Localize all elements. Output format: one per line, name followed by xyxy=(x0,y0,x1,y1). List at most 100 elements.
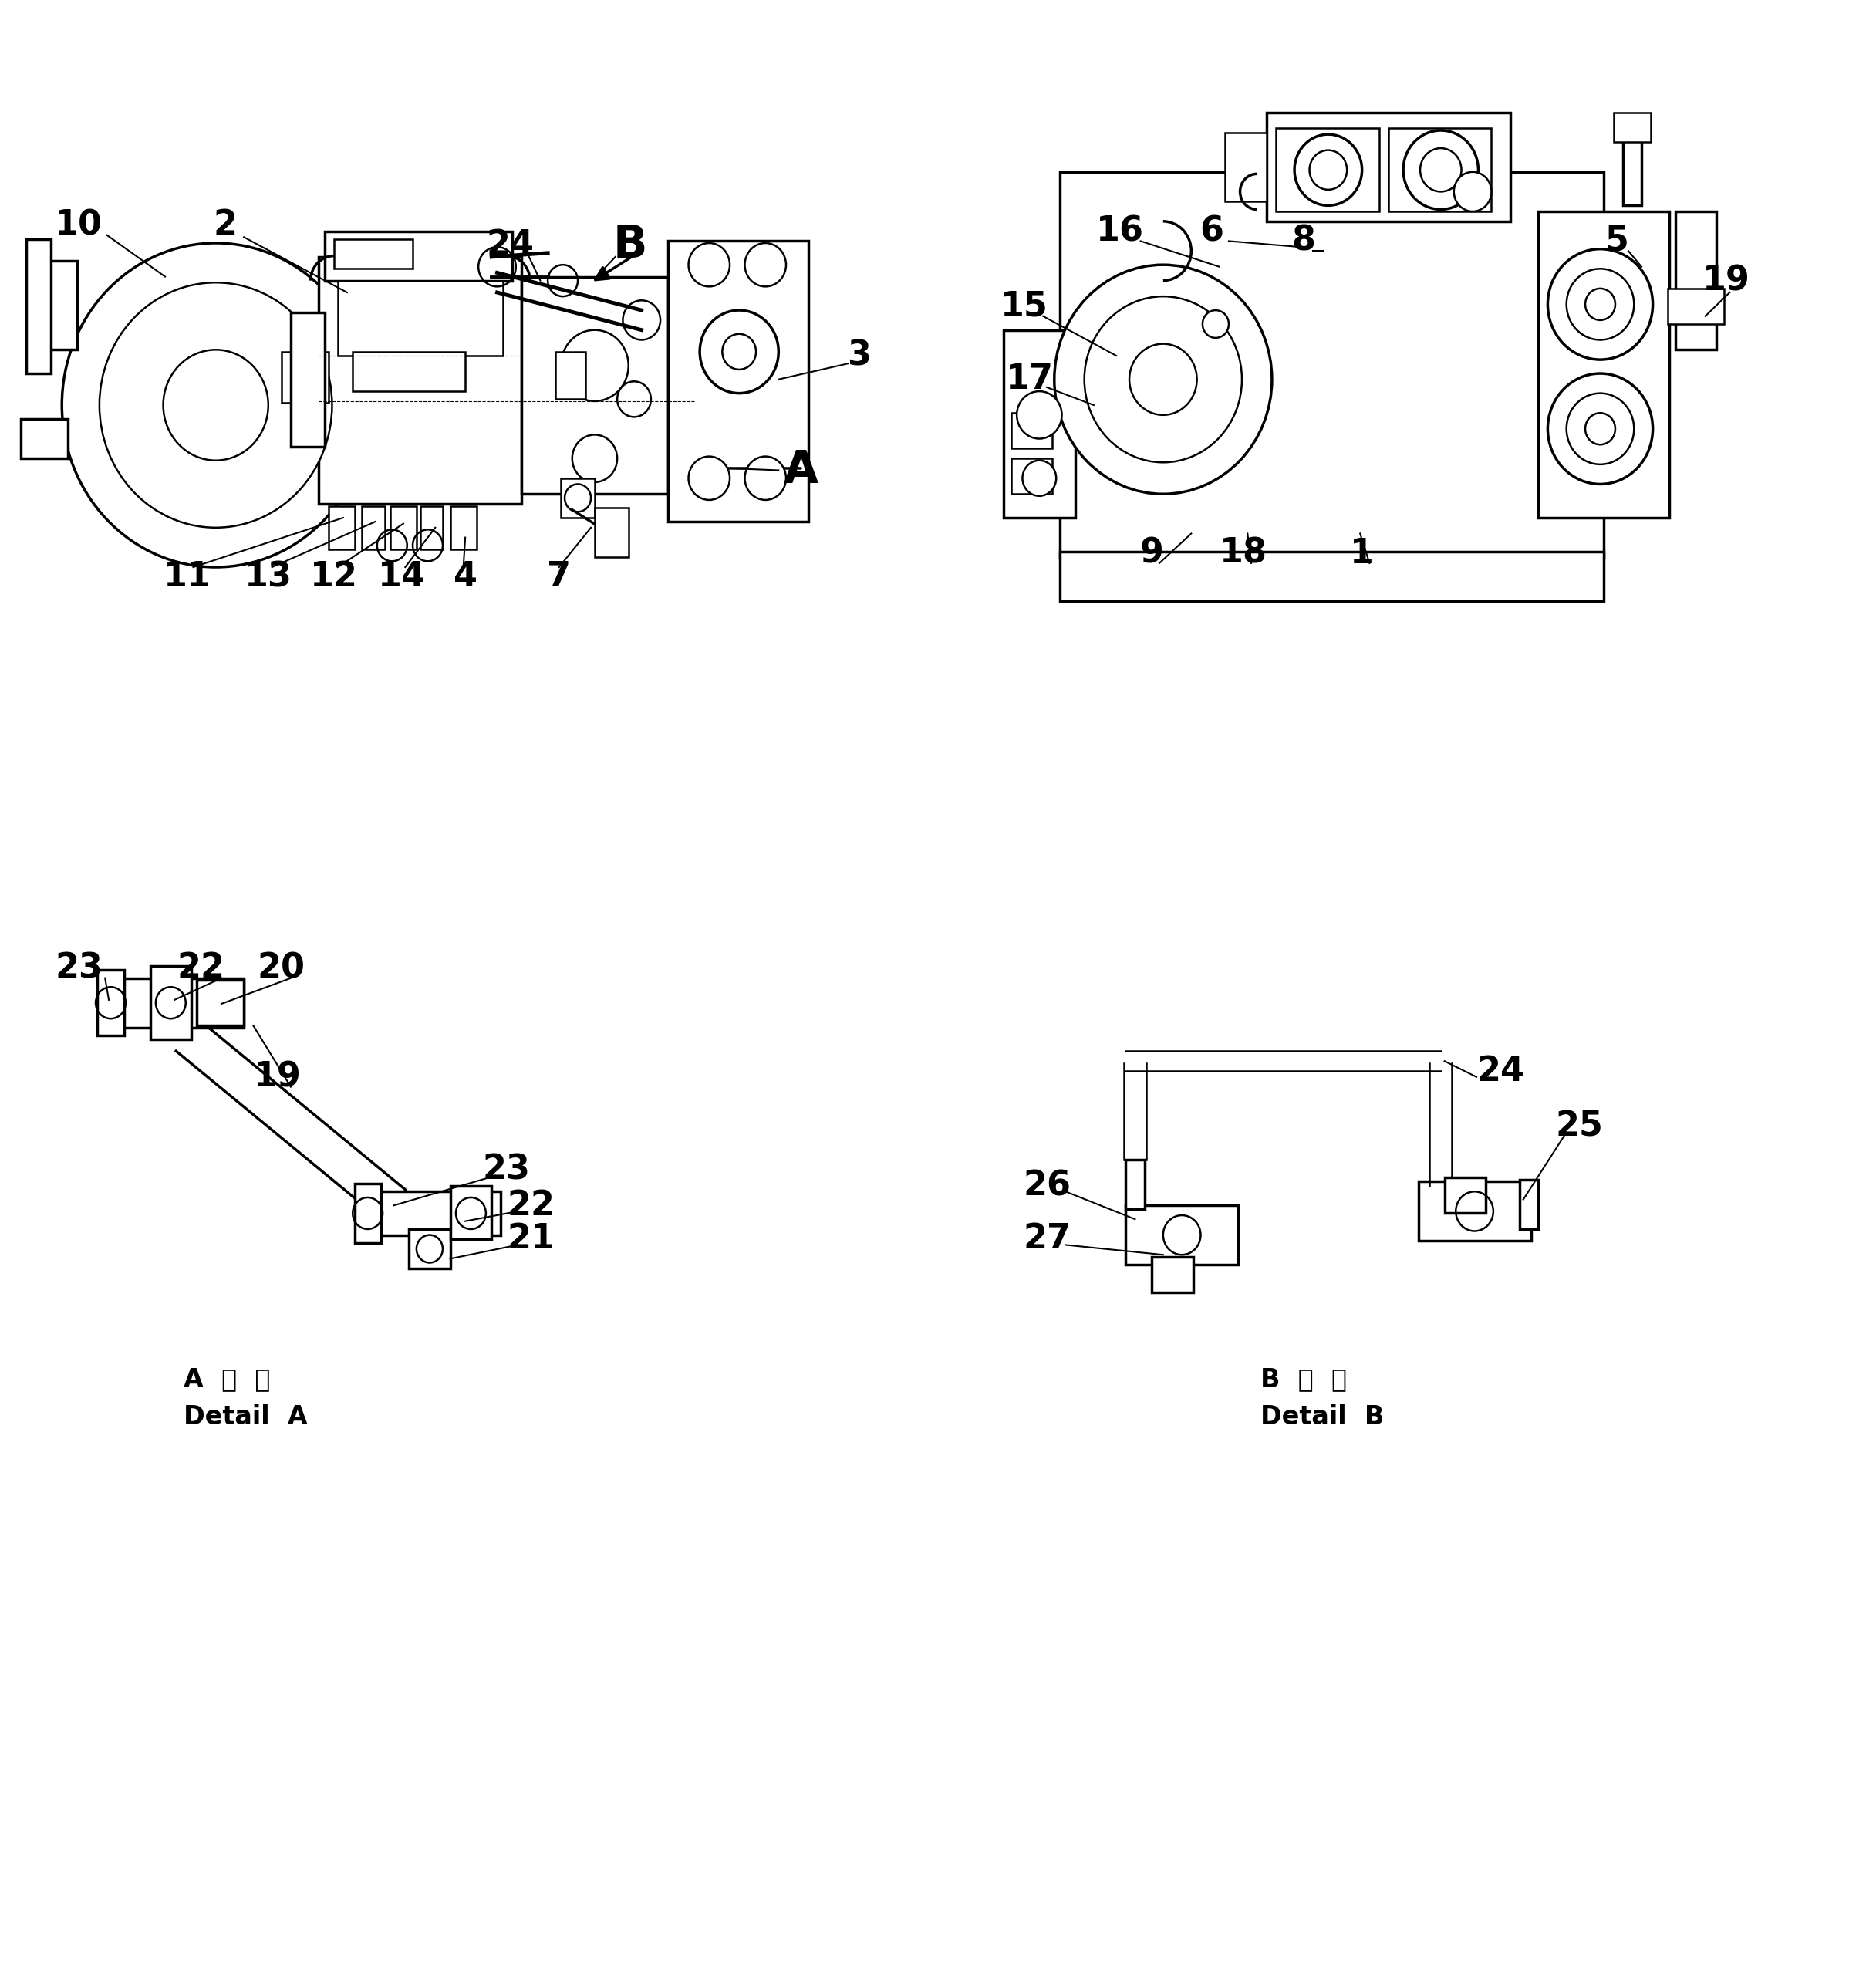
Circle shape xyxy=(722,334,756,370)
Bar xyxy=(281,352,328,403)
Text: 16: 16 xyxy=(1096,215,1144,247)
Bar xyxy=(1060,551,1604,601)
Bar xyxy=(1520,1180,1538,1229)
Bar xyxy=(98,970,124,1035)
Text: 13: 13 xyxy=(244,561,293,593)
Text: 15: 15 xyxy=(1000,290,1049,322)
Circle shape xyxy=(1454,172,1491,211)
Bar xyxy=(1276,128,1379,211)
Text: 23: 23 xyxy=(482,1154,531,1186)
Bar xyxy=(1225,132,1266,202)
Text: 17: 17 xyxy=(1006,364,1054,395)
Bar xyxy=(1613,113,1651,142)
Text: B: B xyxy=(613,223,647,267)
Bar xyxy=(1675,211,1717,350)
Bar xyxy=(1126,1205,1238,1265)
Text: 4: 4 xyxy=(454,561,477,593)
Bar xyxy=(1623,117,1642,206)
Text: 5: 5 xyxy=(1606,225,1628,257)
Bar xyxy=(1060,172,1604,557)
Circle shape xyxy=(561,330,628,401)
Text: 2: 2 xyxy=(214,209,236,241)
Bar xyxy=(409,1229,450,1269)
Circle shape xyxy=(1585,413,1615,445)
Text: 26: 26 xyxy=(1022,1170,1071,1201)
Bar xyxy=(1152,1257,1193,1292)
Bar xyxy=(21,419,68,458)
Circle shape xyxy=(1548,373,1653,484)
Circle shape xyxy=(163,350,268,460)
Circle shape xyxy=(1420,148,1461,192)
Text: A  詳  細: A 詳 細 xyxy=(184,1367,270,1391)
Text: 3: 3 xyxy=(848,340,870,371)
Bar xyxy=(362,506,385,549)
Text: Detail  B: Detail B xyxy=(1261,1405,1384,1429)
Text: 9: 9 xyxy=(1141,537,1163,569)
Text: 22: 22 xyxy=(507,1190,555,1221)
Bar xyxy=(1011,413,1052,449)
Circle shape xyxy=(1017,391,1062,439)
Circle shape xyxy=(1566,269,1634,340)
Circle shape xyxy=(1566,393,1634,464)
Bar xyxy=(555,352,585,399)
Bar xyxy=(291,312,325,447)
Circle shape xyxy=(1022,460,1056,496)
Circle shape xyxy=(1203,310,1229,338)
Bar xyxy=(325,231,512,281)
Bar xyxy=(26,239,51,373)
Text: 18: 18 xyxy=(1219,537,1268,569)
Bar xyxy=(1668,288,1724,324)
Bar xyxy=(353,352,465,391)
Text: 20: 20 xyxy=(257,952,306,984)
Text: 14: 14 xyxy=(377,561,426,593)
Bar xyxy=(1538,211,1670,518)
Circle shape xyxy=(1548,249,1653,360)
Circle shape xyxy=(745,456,786,500)
Text: 27: 27 xyxy=(1022,1223,1071,1255)
Circle shape xyxy=(745,243,786,287)
Text: 19: 19 xyxy=(1702,265,1750,296)
Circle shape xyxy=(688,243,730,287)
Circle shape xyxy=(572,435,617,482)
Bar xyxy=(328,506,355,549)
Bar xyxy=(334,239,413,269)
Text: B  詳  細: B 詳 細 xyxy=(1261,1367,1347,1391)
Bar xyxy=(420,506,443,549)
Circle shape xyxy=(1403,130,1478,209)
Bar xyxy=(668,241,809,522)
Circle shape xyxy=(62,243,370,567)
Bar xyxy=(319,257,522,504)
Text: A: A xyxy=(784,449,818,492)
Bar xyxy=(150,966,191,1039)
Text: 11: 11 xyxy=(163,561,212,593)
Bar xyxy=(1388,128,1491,211)
Bar xyxy=(47,261,77,350)
Bar xyxy=(109,978,244,1028)
Bar xyxy=(1004,330,1075,518)
Circle shape xyxy=(99,283,332,528)
Bar xyxy=(450,1186,492,1239)
Bar xyxy=(366,1192,501,1235)
Text: 8: 8 xyxy=(1293,225,1315,257)
Bar xyxy=(561,478,595,518)
Text: 24: 24 xyxy=(1476,1055,1525,1087)
Text: 19: 19 xyxy=(253,1061,302,1093)
Circle shape xyxy=(1309,150,1347,190)
Bar xyxy=(1011,458,1052,494)
Text: 1: 1 xyxy=(1351,537,1373,569)
Bar xyxy=(1266,113,1510,221)
Text: 12: 12 xyxy=(310,561,358,593)
Text: 21: 21 xyxy=(507,1223,555,1255)
Bar xyxy=(338,281,503,356)
Text: 6: 6 xyxy=(1201,215,1223,247)
Text: 22: 22 xyxy=(176,952,225,984)
Circle shape xyxy=(1084,296,1242,462)
Circle shape xyxy=(688,456,730,500)
Text: 10: 10 xyxy=(54,209,103,241)
Bar xyxy=(390,506,416,549)
Text: 25: 25 xyxy=(1555,1111,1604,1142)
Circle shape xyxy=(1129,344,1197,415)
Text: 23: 23 xyxy=(54,952,103,984)
Bar xyxy=(1445,1178,1486,1213)
Circle shape xyxy=(1054,265,1272,494)
